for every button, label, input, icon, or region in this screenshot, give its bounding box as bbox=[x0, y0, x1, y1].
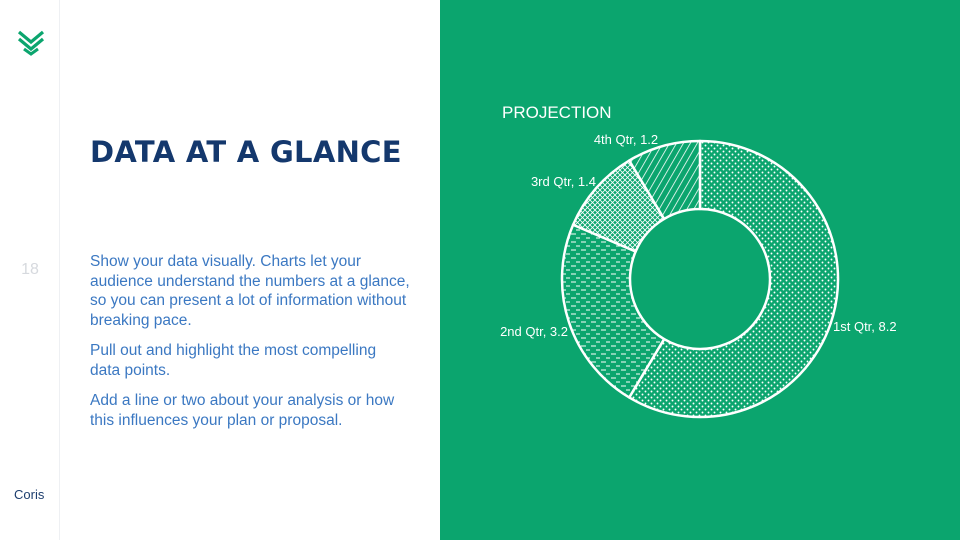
chart-panel: PROJECTION 1st Qtr, 8.2 2nd Qtr, 3.2 3rd Q… bbox=[440, 0, 960, 540]
slice-pattern-diagonal-lines bbox=[627, 139, 702, 221]
slide-title: DATA AT A GLANCE bbox=[90, 135, 402, 169]
body-text: Show your data visually. Charts let your… bbox=[90, 252, 410, 441]
donut-chart: PROJECTION 1st Qtr, 8.2 2nd Qtr, 3.2 3rd Q… bbox=[500, 103, 897, 419]
data-labels: 1st Qtr, 8.2 2nd Qtr, 3.2 3rd Qtr, 1.4 4th … bbox=[500, 132, 897, 339]
chevron-stack-logo-icon bbox=[17, 30, 45, 56]
data-label: 3rd Qtr, 1.4 bbox=[531, 174, 596, 189]
body-paragraph: Add a line or two about your analysis or… bbox=[90, 392, 395, 429]
left-rail: 18 Coris bbox=[0, 0, 60, 540]
brand-name: Coris bbox=[14, 487, 45, 502]
data-label: 2nd Qtr, 3.2 bbox=[500, 324, 568, 339]
slices bbox=[560, 139, 840, 419]
slice-pattern-dashes bbox=[560, 223, 666, 399]
body-paragraph: Pull out and highlight the most compelli… bbox=[90, 342, 377, 379]
chart-title: PROJECTION bbox=[502, 103, 612, 122]
data-label: 1st Qtr, 8.2 bbox=[833, 319, 897, 334]
slice-pattern-dots bbox=[627, 139, 840, 419]
slide-number: 18 bbox=[21, 261, 39, 278]
data-label: 4th Qtr, 1.2 bbox=[594, 132, 658, 147]
body-paragraph: Show your data visually. Charts let your… bbox=[90, 253, 410, 329]
